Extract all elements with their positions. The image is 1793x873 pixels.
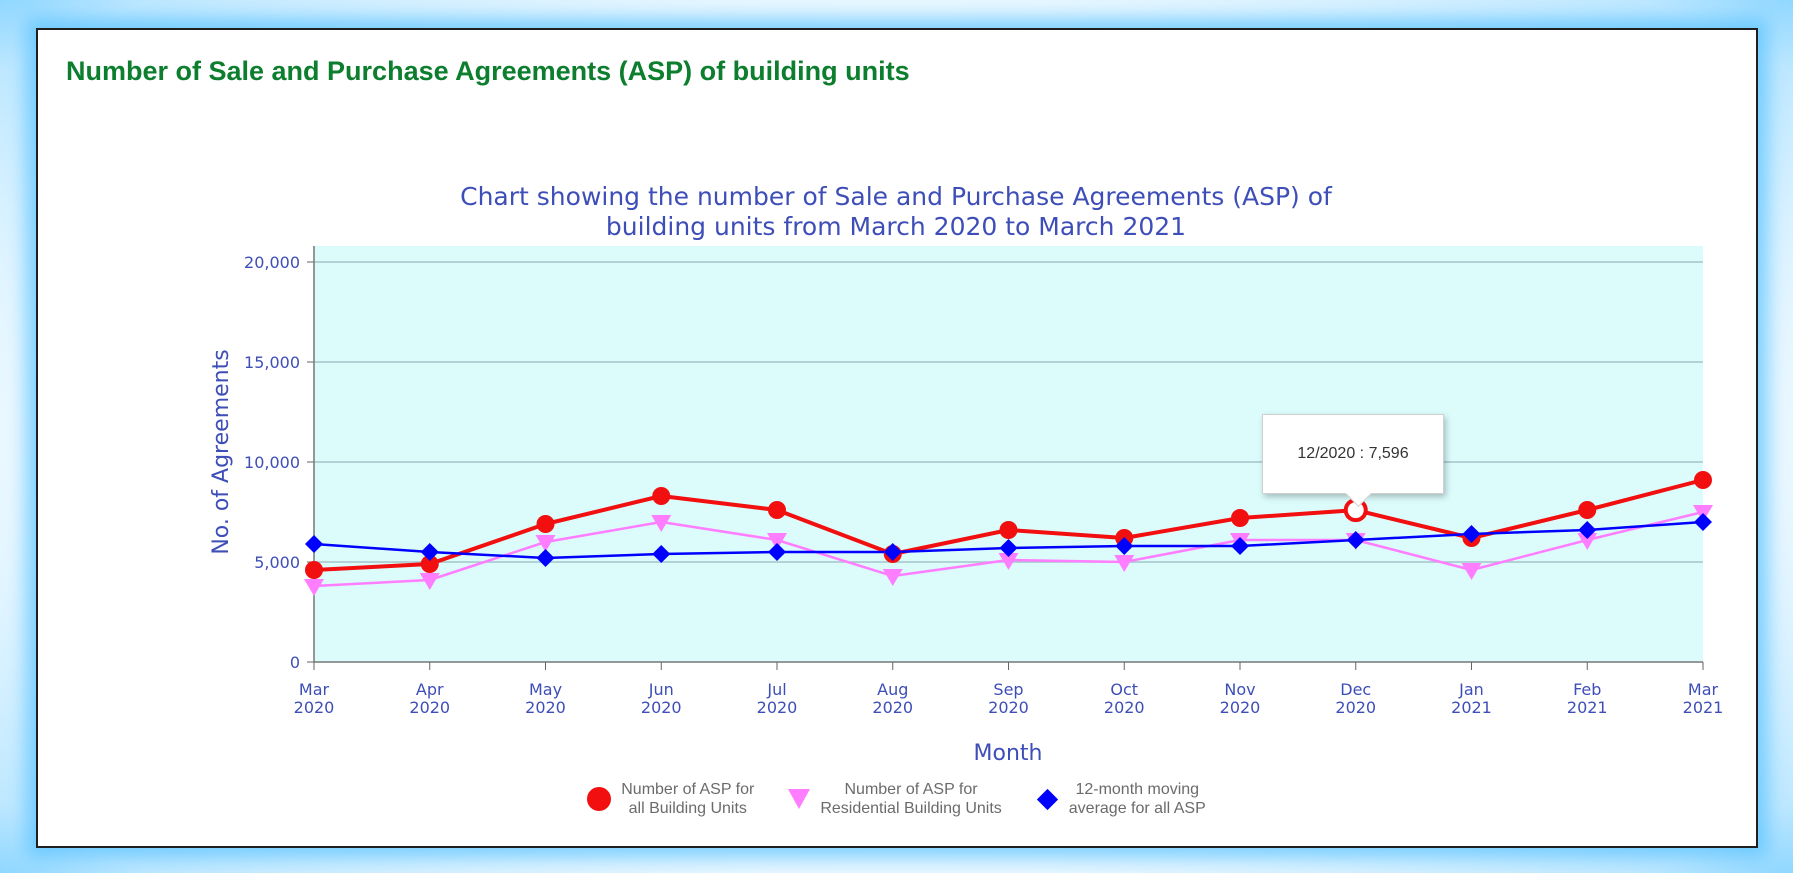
data-point-diamond xyxy=(768,543,786,561)
x-tick-label: 2020 xyxy=(409,698,450,717)
x-tick-label: 2021 xyxy=(1451,698,1492,717)
data-point-triangle xyxy=(304,579,324,596)
x-axis-label: Month xyxy=(974,741,1043,766)
plot-area xyxy=(314,246,1703,662)
chart-title-line: Chart showing the number of Sale and Pur… xyxy=(460,182,1333,211)
legend-item-residential[interactable]: Number of ASP for Residential Building U… xyxy=(788,780,1002,818)
data-point-circle xyxy=(420,555,439,573)
x-tick-label: 2020 xyxy=(641,698,682,717)
y-axis-label: No. of Agreements xyxy=(209,349,234,554)
x-tick-label: Mar xyxy=(1688,680,1719,699)
data-point-circle xyxy=(1231,509,1249,527)
legend-item-all[interactable]: Number of ASP for all Building Units xyxy=(587,780,754,818)
data-point-triangle xyxy=(1114,555,1135,572)
data-point-diamond xyxy=(1578,521,1597,539)
circle-marker-icon xyxy=(587,787,612,811)
data-point-diamond xyxy=(999,539,1018,557)
y-tick-label: 5,000 xyxy=(254,553,300,572)
legend-label-moving-average: 12-month moving average for all ASP xyxy=(1068,781,1206,817)
x-tick-label: Jul xyxy=(766,680,786,699)
chart-title-line: building units from March 2020 to March … xyxy=(606,212,1186,241)
data-point-diamond xyxy=(1115,537,1134,555)
x-tick-label: Sep xyxy=(993,680,1023,699)
y-tick-label: 15,000 xyxy=(244,353,300,372)
data-point-circle xyxy=(1578,501,1597,519)
data-point-triangle xyxy=(651,515,672,532)
data-point-circle xyxy=(536,515,555,533)
x-tick-label: 2020 xyxy=(872,698,913,717)
x-tick-label: Mar xyxy=(299,680,330,699)
data-point-diamond xyxy=(1694,513,1712,531)
diamond-marker-icon xyxy=(1036,788,1058,810)
x-tick-label: 2020 xyxy=(294,698,335,717)
legend-label-residential: Number of ASP for Residential Building U… xyxy=(820,781,1002,817)
x-tick-label: 2020 xyxy=(525,698,566,717)
data-point-circle xyxy=(768,501,786,519)
data-point-diamond xyxy=(1231,537,1249,555)
data-point-triangle xyxy=(882,569,903,586)
data-point-diamond xyxy=(420,543,439,561)
x-tick-label: Feb xyxy=(1573,680,1601,699)
x-tick-label: Jun xyxy=(648,680,674,699)
y-tick-label: 20,000 xyxy=(244,253,300,272)
data-point-diamond xyxy=(536,549,555,567)
data-point-triangle xyxy=(998,553,1019,570)
x-tick-label: 2021 xyxy=(1683,698,1724,717)
data-point-diamond xyxy=(883,543,902,561)
data-point-diamond xyxy=(1462,525,1481,543)
data-point-triangle xyxy=(767,533,787,550)
data-point-diamond xyxy=(1346,531,1365,549)
x-tick-label: Aug xyxy=(877,680,908,699)
chart-legend: Number of ASP for all Building Units Num… xyxy=(0,780,1793,818)
page-title: Number of Sale and Purchase Agreements (… xyxy=(66,56,910,86)
data-tooltip: 12/2020 : 7,596 xyxy=(1262,414,1444,494)
data-point-circle xyxy=(1694,471,1712,489)
legend-item-moving-average[interactable]: 12-month moving average for all ASP xyxy=(1036,780,1206,818)
x-tick-label: 2021 xyxy=(1567,698,1608,717)
data-point-circle xyxy=(999,521,1018,539)
x-tick-label: 2020 xyxy=(757,698,798,717)
x-tick-label: Oct xyxy=(1110,680,1138,699)
tooltip-text: 12/2020 : 7,596 xyxy=(1297,445,1409,462)
x-tick-label: Apr xyxy=(416,680,444,699)
triangle-marker-icon xyxy=(788,789,811,809)
data-point-diamond xyxy=(305,535,323,553)
x-tick-label: Dec xyxy=(1340,680,1371,699)
x-tick-label: 2020 xyxy=(1220,698,1261,717)
data-point-triangle xyxy=(1461,563,1482,580)
x-tick-label: May xyxy=(529,680,562,699)
y-tick-label: 0 xyxy=(290,653,300,672)
data-point-triangle xyxy=(1577,533,1598,550)
data-point-triangle xyxy=(535,535,556,552)
legend-label-all: Number of ASP for all Building Units xyxy=(621,781,755,817)
x-tick-label: 2020 xyxy=(1104,698,1145,717)
x-tick-label: Jan xyxy=(1458,680,1484,699)
x-tick-label: 2020 xyxy=(988,698,1029,717)
x-tick-label: 2020 xyxy=(1335,698,1376,717)
x-tick-label: Nov xyxy=(1224,680,1255,699)
data-point-diamond xyxy=(652,545,671,563)
data-point-triangle xyxy=(419,573,440,590)
y-tick-label: 10,000 xyxy=(244,453,300,472)
data-point-circle xyxy=(652,487,671,505)
data-point-circle xyxy=(305,561,323,579)
